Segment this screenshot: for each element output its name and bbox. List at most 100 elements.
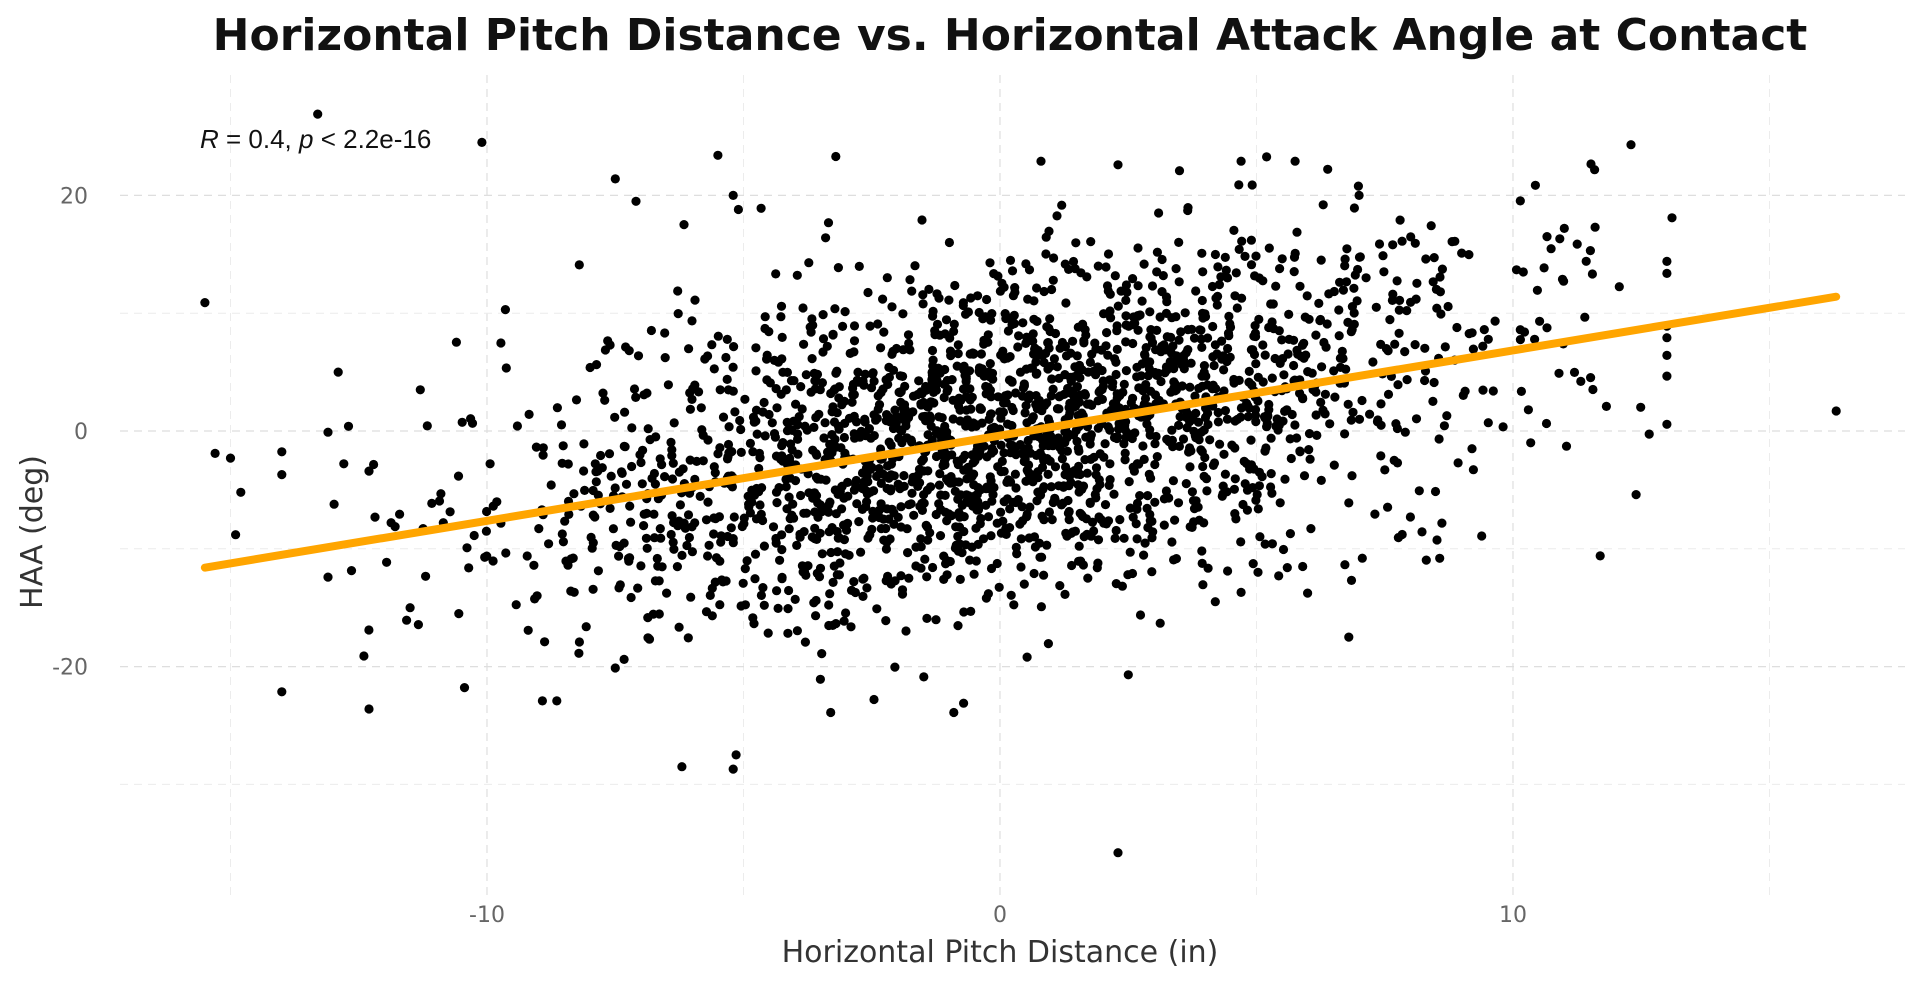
- data-point: [1244, 377, 1254, 387]
- data-point: [1347, 302, 1357, 312]
- data-point: [1199, 361, 1209, 371]
- data-point: [1057, 337, 1067, 348]
- data-point: [1191, 286, 1201, 296]
- data-point: [773, 603, 783, 614]
- data-point: [1007, 421, 1017, 431]
- data-point: [722, 454, 733, 464]
- data-point: [964, 496, 974, 506]
- data-point: [558, 537, 569, 547]
- data-point: [668, 537, 678, 548]
- data-point: [1185, 462, 1195, 472]
- data-point: [1379, 267, 1389, 277]
- data-point: [905, 345, 915, 355]
- data-point: [873, 319, 883, 329]
- data-point: [522, 551, 532, 561]
- data-point: [666, 437, 676, 447]
- data-point-outlier: [477, 137, 487, 147]
- data-point: [950, 280, 960, 291]
- data-point: [1183, 203, 1193, 213]
- data-point: [560, 516, 570, 526]
- data-point: [1258, 377, 1268, 387]
- data-point: [1010, 469, 1021, 479]
- data-point: [1249, 331, 1259, 341]
- data-point: [674, 516, 684, 526]
- data-point: [996, 440, 1006, 450]
- data-point: [1429, 253, 1439, 263]
- data-point: [1124, 321, 1134, 331]
- data-point: [1581, 256, 1591, 266]
- data-point: [873, 391, 883, 401]
- data-point: [1207, 383, 1217, 394]
- data-point: [1101, 341, 1111, 351]
- data-point: [1064, 506, 1074, 517]
- tick-labels: -10 0 10 -20 0 20: [52, 184, 1527, 928]
- data-point: [1039, 515, 1049, 525]
- data-point: [1353, 264, 1363, 275]
- data-point: [1227, 440, 1237, 450]
- data-point: [921, 520, 931, 531]
- data-point: [642, 508, 652, 518]
- data-point: [1267, 317, 1277, 327]
- data-point-outlier: [610, 174, 620, 184]
- data-point: [523, 625, 533, 635]
- data-point: [679, 220, 689, 230]
- data-point: [1186, 446, 1196, 456]
- data-point: [1662, 419, 1672, 429]
- data-point-outlier: [343, 421, 354, 431]
- data-point: [1139, 259, 1149, 269]
- data-point: [492, 497, 502, 507]
- data-point: [795, 529, 805, 539]
- data-point: [1406, 232, 1416, 242]
- data-point: [1526, 438, 1536, 448]
- data-point: [876, 478, 886, 488]
- data-point: [1222, 414, 1232, 424]
- data-point: [996, 507, 1006, 517]
- data-point: [1152, 247, 1162, 257]
- data-point-outlier: [1831, 406, 1841, 416]
- data-point: [1016, 562, 1026, 572]
- data-point: [1357, 395, 1367, 406]
- data-point: [1252, 489, 1262, 500]
- data-point: [1420, 343, 1430, 353]
- data-point: [1146, 333, 1156, 343]
- data-point: [1197, 308, 1208, 318]
- data-point: [892, 412, 902, 422]
- data-point: [1086, 430, 1096, 440]
- data-point: [944, 295, 954, 305]
- data-point: [1349, 203, 1359, 213]
- data-point: [772, 498, 782, 508]
- data-point: [896, 387, 906, 397]
- data-point: [901, 626, 911, 636]
- data-point: [1063, 495, 1073, 506]
- data-point: [1208, 321, 1218, 332]
- data-point-outlier: [1421, 254, 1431, 264]
- data-point-outlier: [949, 707, 959, 718]
- data-point: [864, 424, 875, 434]
- data-point: [1041, 232, 1051, 242]
- data-point: [939, 392, 949, 403]
- data-point: [917, 215, 927, 225]
- annotation-r-symbol: R: [200, 124, 219, 154]
- data-point: [887, 349, 897, 359]
- data-point: [727, 447, 737, 457]
- data-point: [690, 295, 700, 305]
- data-point: [742, 556, 752, 566]
- data-point: [662, 588, 672, 598]
- data-point: [625, 501, 635, 511]
- data-point: [1173, 498, 1184, 508]
- data-point-outlier: [1595, 551, 1605, 561]
- data-point: [1115, 391, 1125, 401]
- data-point: [884, 372, 895, 382]
- data-point: [1166, 332, 1176, 342]
- data-point: [953, 546, 964, 556]
- data-point: [1587, 269, 1597, 279]
- data-point: [1263, 410, 1273, 420]
- data-point: [1304, 429, 1315, 439]
- data-point: [917, 505, 928, 515]
- data-point: [825, 497, 835, 507]
- data-point: [1229, 484, 1239, 494]
- data-point: [1400, 427, 1410, 437]
- data-point: [783, 604, 793, 614]
- data-point: [810, 507, 820, 517]
